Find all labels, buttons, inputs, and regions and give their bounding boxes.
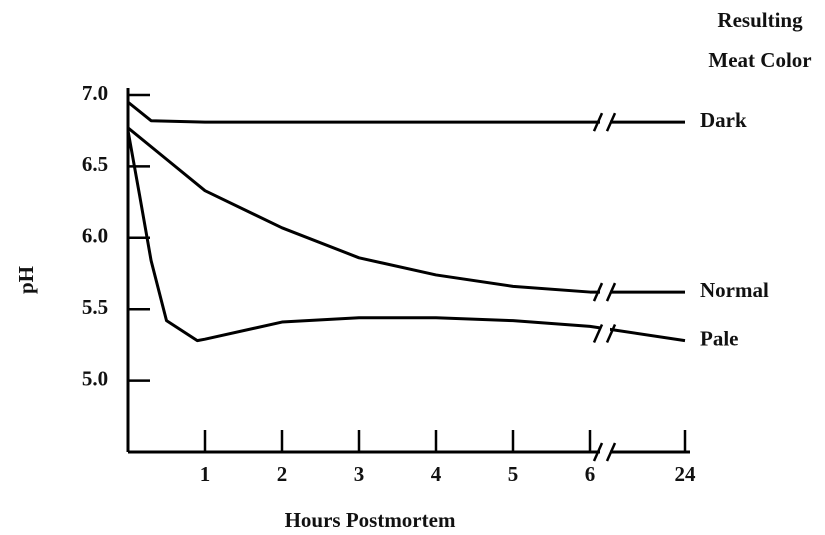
series-line xyxy=(128,128,685,292)
series-label: Pale xyxy=(700,326,738,350)
y-tick-label: 6.0 xyxy=(82,224,108,248)
x-axis-label: Hours Postmortem xyxy=(285,508,456,532)
x-tick-label: 6 xyxy=(585,462,596,486)
x-tick-label: 3 xyxy=(354,462,365,486)
series-label: Dark xyxy=(700,108,747,132)
x-tick-label: 1 xyxy=(200,462,211,486)
legend-title: Resulting xyxy=(717,8,803,32)
chart: Resulting Meat Color Hours Postmortem pH… xyxy=(0,0,825,535)
x-tick-label: 2 xyxy=(277,462,288,486)
series-label: Normal xyxy=(700,278,769,302)
x-tick-label: 5 xyxy=(508,462,519,486)
x-tick-label: 4 xyxy=(431,462,442,486)
y-axis-label: pH xyxy=(14,266,38,294)
y-tick-label: 5.5 xyxy=(82,295,108,319)
x-tick-label: 24 xyxy=(675,462,697,486)
legend-title: Meat Color xyxy=(708,48,811,72)
y-tick-label: 5.0 xyxy=(82,366,108,390)
series-line xyxy=(128,131,685,341)
y-tick-label: 6.5 xyxy=(82,152,108,176)
y-tick-label: 7.0 xyxy=(82,81,108,105)
